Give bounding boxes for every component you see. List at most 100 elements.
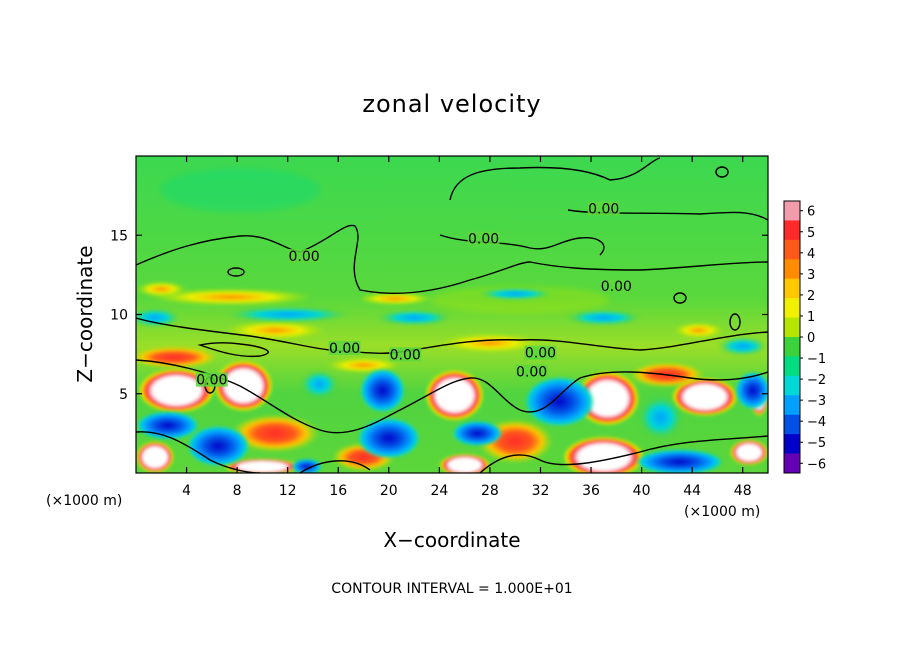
colorbar-swatch-6 xyxy=(784,298,800,318)
colorbar-label-11: −4 xyxy=(807,415,826,430)
contour-label-bg-6 xyxy=(389,347,422,362)
colorbar-swatch-13 xyxy=(784,434,800,454)
x-tick-label-40: 40 xyxy=(633,483,651,499)
colorbar-swatch-10 xyxy=(784,375,800,396)
contour-label-6: 0.00 xyxy=(390,347,421,363)
y-axis-ticks: 5 10 15 xyxy=(110,228,768,403)
x-tick-label-4: 4 xyxy=(182,483,191,499)
field-feature-neg-40 xyxy=(291,458,322,473)
contour-line-lower xyxy=(136,359,768,434)
field-feature-max-7 xyxy=(136,441,174,473)
contour-interval-note: CONTOUR INTERVAL = 1.000E+01 xyxy=(331,581,572,597)
x-tick-label-36: 36 xyxy=(582,483,600,499)
field-feature-cool-30 xyxy=(300,369,339,399)
contour-label-3: 0.00 xyxy=(588,201,619,217)
colorbar-swatch-7 xyxy=(784,317,800,338)
field-feature-max-2 xyxy=(214,360,273,412)
field-feature-pos-12 xyxy=(230,414,320,453)
contour-label-bg-4 xyxy=(600,279,633,294)
x-tick-label-24: 24 xyxy=(430,483,448,499)
field-feature-cool-27 xyxy=(477,287,554,301)
field-feature-neg-35 xyxy=(357,417,421,459)
field-feature-max-10 xyxy=(730,439,768,466)
colorbar-swatch-9 xyxy=(784,356,800,377)
colorbar-swatch-3 xyxy=(784,239,800,260)
x-tick-label-44: 44 xyxy=(683,483,701,499)
colorbar-label-12: −5 xyxy=(807,436,826,451)
y-unit-label: (×1000 m) xyxy=(46,493,122,509)
x-axis-ticks: 4 8 12 16 20 24 28 32 36 40 44 48 xyxy=(182,156,752,499)
x-tick-label-28: 28 xyxy=(481,483,499,499)
colorbar-label-5: 2 xyxy=(807,289,815,304)
field-feature-neg-37 xyxy=(635,449,724,473)
y-tick-label-5: 5 xyxy=(119,387,128,403)
field-feature-max-11 xyxy=(224,458,301,473)
contour-label-bg-5 xyxy=(328,340,361,355)
field-feature-max-3 xyxy=(425,369,484,421)
field-cool-haze xyxy=(160,168,320,212)
field-feature-cool-25 xyxy=(224,306,351,323)
colorbar-label-6: 1 xyxy=(807,310,815,325)
colorbar-label-7: 0 xyxy=(807,331,815,346)
field-feature-neg-33 xyxy=(186,425,250,467)
field-feature-neg-34 xyxy=(524,376,595,428)
x-tick-label-20: 20 xyxy=(380,483,398,499)
field-feature-neg-36 xyxy=(136,411,200,440)
field-feature-max-8 xyxy=(439,453,490,473)
field-feature-cool-31 xyxy=(637,395,684,440)
contour-label-bg-9 xyxy=(195,372,228,387)
x-unit-label: (×1000 m) xyxy=(684,504,760,520)
colorbar-swatch-1 xyxy=(784,201,800,221)
field-feature-cool-24 xyxy=(136,308,181,328)
contour-label-4: 0.00 xyxy=(601,279,632,295)
contour-line-bottom xyxy=(136,431,768,473)
field-feature-neg-39 xyxy=(735,371,768,410)
contour-labels: 0.00 0.00 0.00 0.00 0.00 0.00 0.00 0.00 0.00 xyxy=(195,201,633,389)
field-feature-neg-32 xyxy=(359,368,406,413)
colorbar-label-9: −2 xyxy=(807,373,826,388)
x-tick-label-8: 8 xyxy=(233,483,242,499)
colorbar-label-1: 6 xyxy=(807,205,815,220)
contour-label-8: 0.00 xyxy=(516,365,547,381)
colorbar-swatch-8 xyxy=(784,337,800,357)
field-feature-max-9 xyxy=(563,436,645,473)
contour-line-ring-2 xyxy=(197,342,269,358)
contour-line-island-4 xyxy=(715,166,729,178)
contour-label-7: 0.00 xyxy=(525,346,556,362)
contour-line-island-2 xyxy=(673,292,687,304)
x-tick-label-48: 48 xyxy=(734,483,752,499)
contour-label-1: 0.00 xyxy=(289,249,320,265)
colorbar-swatch-2 xyxy=(784,220,800,241)
contour-label-bg-7 xyxy=(524,345,557,360)
y-tick-label-15: 15 xyxy=(110,228,128,244)
colorbar-swatch-11 xyxy=(784,395,800,416)
field-feature-cool-28 xyxy=(565,309,642,326)
y-axis-label: Z−coordinate xyxy=(73,245,97,382)
y-tick-label-10: 10 xyxy=(110,308,128,324)
contour-label-bg-3 xyxy=(587,201,620,216)
field-feature-warm-18 xyxy=(136,281,187,298)
contour-label-5: 0.00 xyxy=(329,341,360,357)
chart-title: zonal velocity xyxy=(362,90,541,118)
x-tick-label-12: 12 xyxy=(279,483,297,499)
x-tick-label-16: 16 xyxy=(329,483,347,499)
field-feature-pos-13 xyxy=(136,346,219,369)
colorbar-swatch-12 xyxy=(784,414,800,435)
contour-line-upper xyxy=(136,224,768,294)
field-feature-warm-19 xyxy=(357,292,434,305)
colorbar: 6 5 4 3 2 1 0 −1 −2 −3 −4 −5 −6 xyxy=(783,200,826,474)
contour-line-island-3 xyxy=(729,313,741,331)
contour-label-2: 0.00 xyxy=(468,232,499,248)
contour-label-bg-2 xyxy=(467,231,500,246)
contour-field xyxy=(136,156,768,473)
field-feature-warm-20 xyxy=(224,320,326,340)
colorbar-label-10: −3 xyxy=(807,394,826,409)
field-feature-max-1 xyxy=(138,368,215,413)
colorbar-swatch-14 xyxy=(784,453,800,474)
contour-label-9: 0.00 xyxy=(196,373,227,389)
x-tick-label-32: 32 xyxy=(532,483,550,499)
field-feature-cool-26 xyxy=(376,309,452,326)
field-feature-cool-29 xyxy=(717,336,768,356)
field-feature-neg-38 xyxy=(452,420,503,447)
